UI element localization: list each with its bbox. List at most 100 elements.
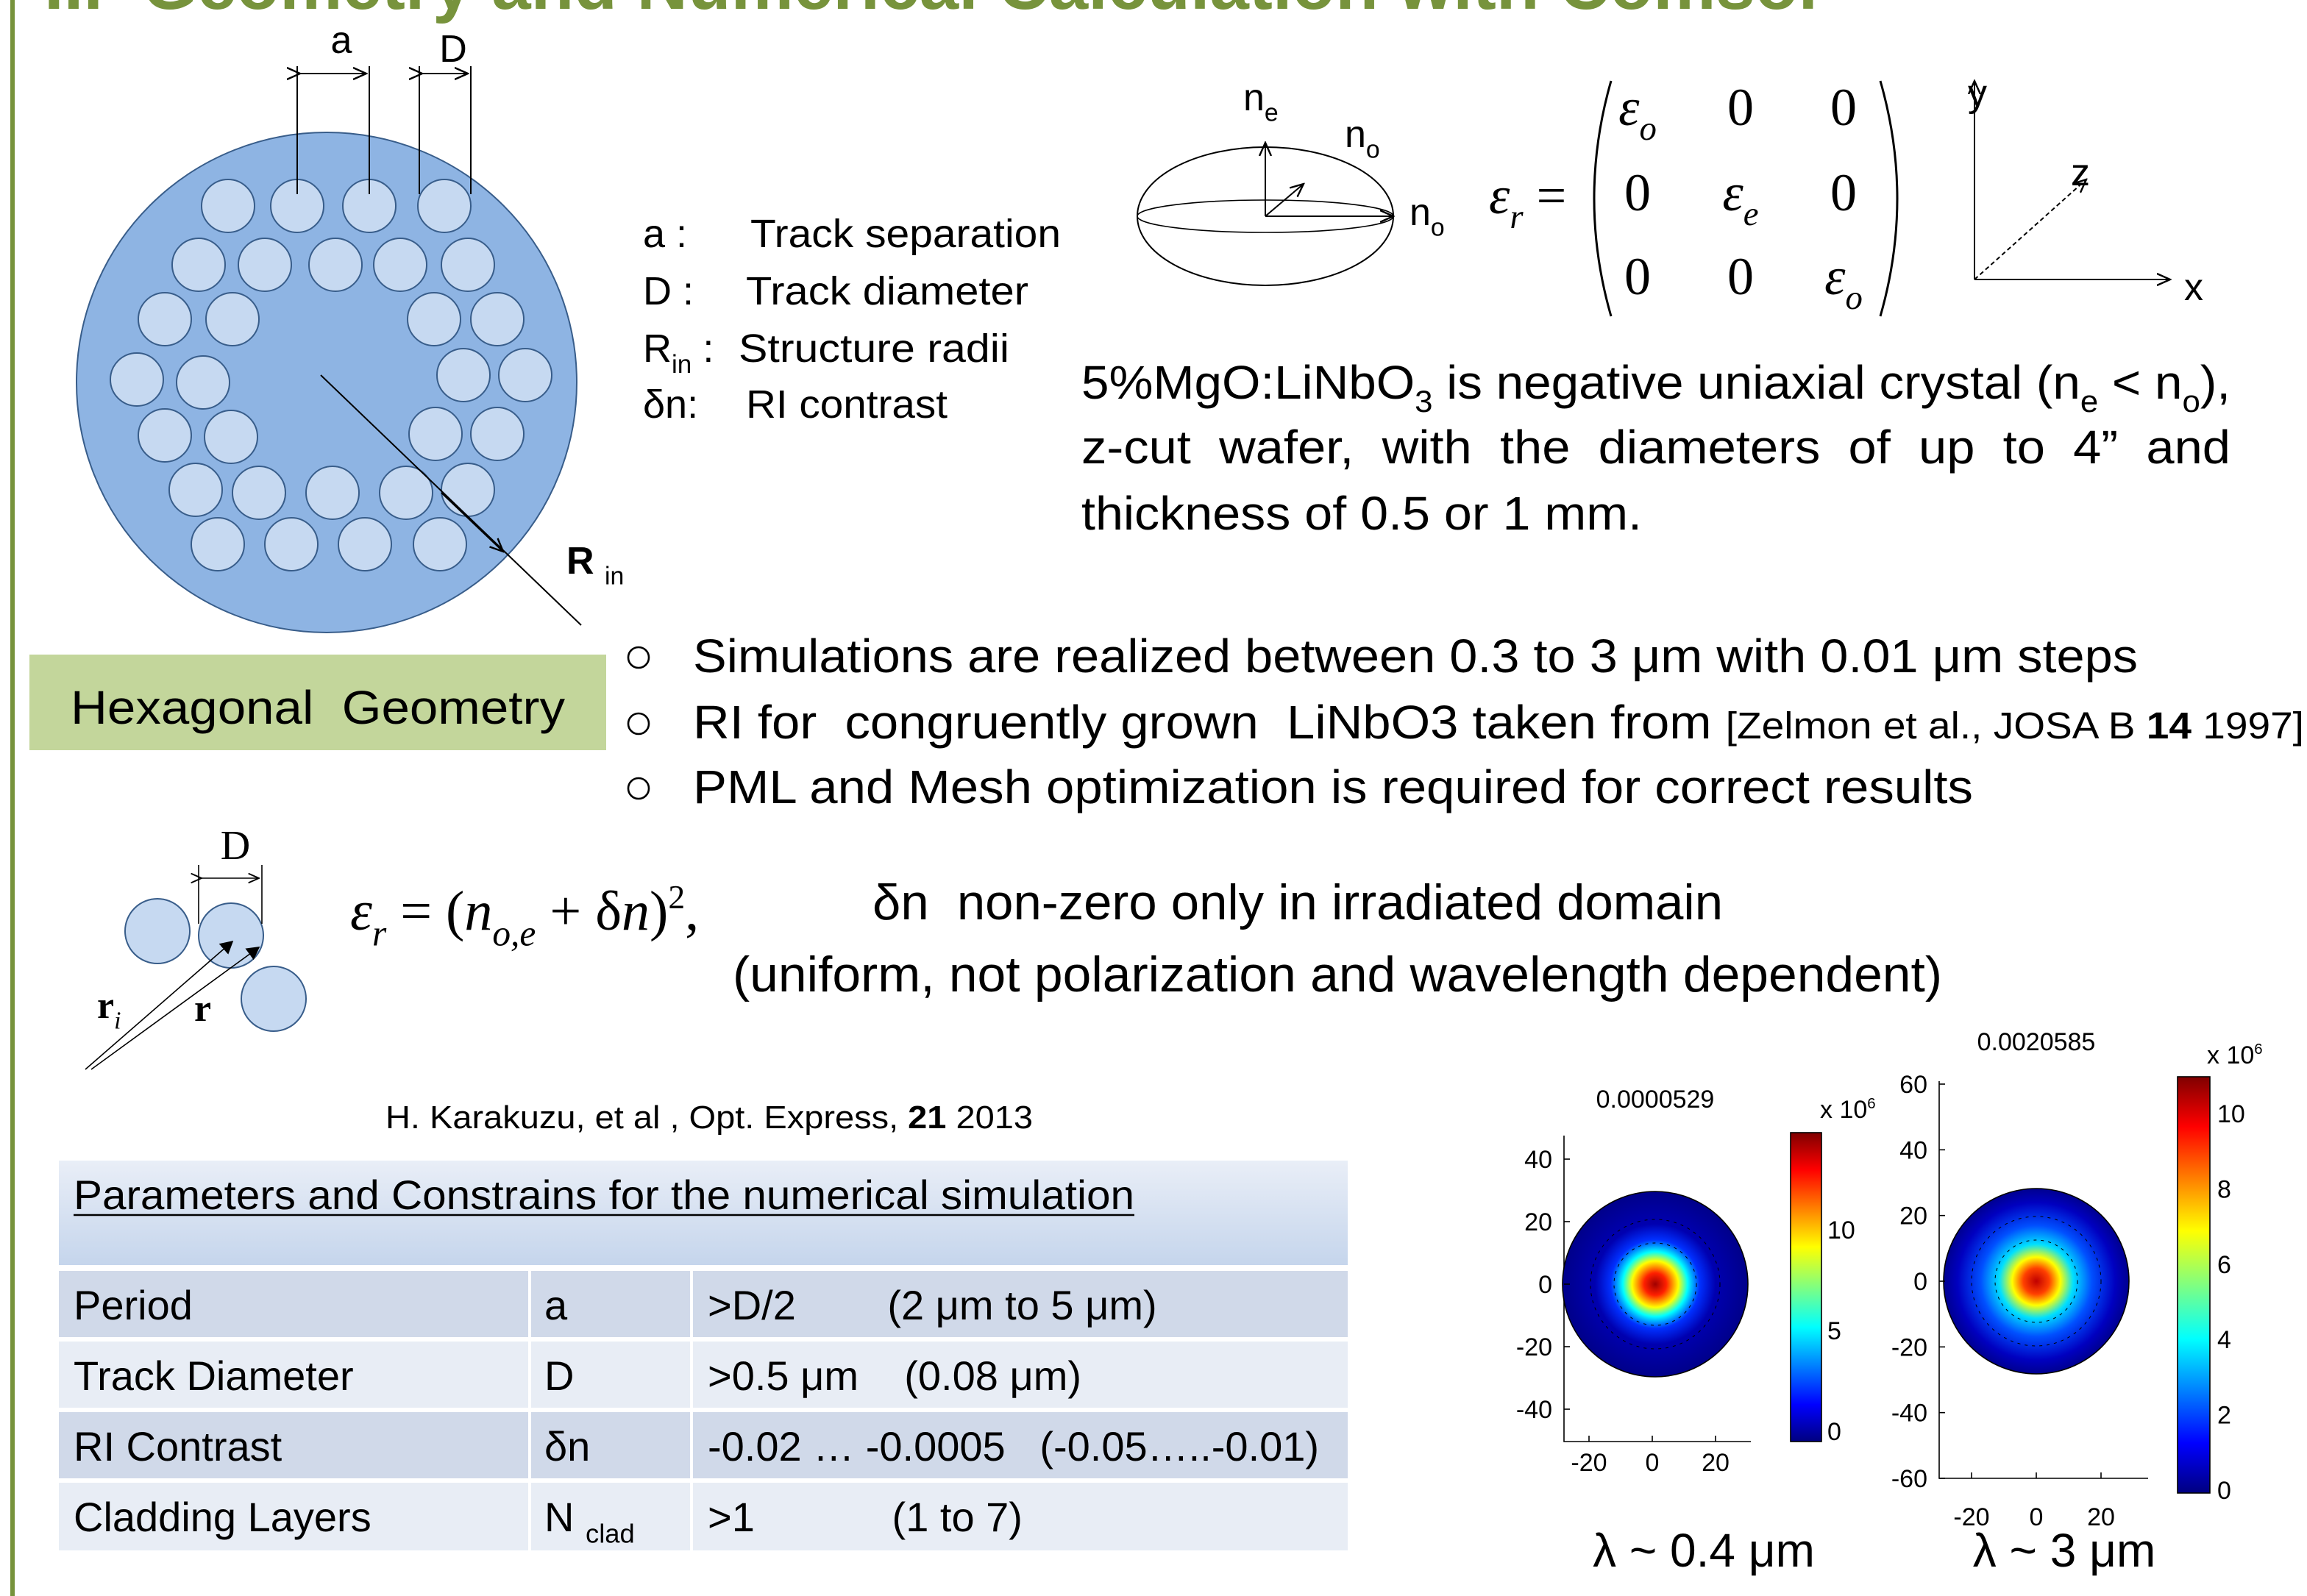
definition-symbol: D : bbox=[643, 269, 694, 313]
text-run: o bbox=[2182, 384, 2200, 418]
text-run: 0 bbox=[1830, 163, 1857, 222]
text-run: ε bbox=[1722, 163, 1743, 222]
track bbox=[418, 179, 471, 232]
text-run: 1997] bbox=[2192, 705, 2304, 747]
y-tick-label: 40 bbox=[1524, 1146, 1552, 1174]
text-run: i bbox=[114, 1008, 121, 1035]
text-run: is negative uniaxial crystal (n bbox=[1433, 356, 2080, 409]
tensor-entry: 0 bbox=[1727, 247, 1754, 306]
table-cell: a bbox=[544, 1282, 568, 1328]
text-run: o bbox=[1431, 214, 1445, 242]
definition-text: RI contrast bbox=[746, 382, 948, 427]
text-run: H. Karakuzu, et al , Opt. Express, bbox=[385, 1100, 908, 1136]
tensor-entry: 0 bbox=[1830, 163, 1857, 222]
y-tick-label: 0 bbox=[1913, 1268, 1927, 1296]
table-cell: Period bbox=[74, 1282, 193, 1328]
colorbar-scale: x 106 bbox=[2207, 1041, 2263, 1069]
text-run: δn bbox=[544, 1423, 590, 1469]
track bbox=[110, 353, 163, 406]
track bbox=[205, 410, 257, 463]
table-cell: Track Diameter bbox=[74, 1353, 354, 1399]
track bbox=[499, 349, 552, 402]
text-run: 0 bbox=[1624, 247, 1651, 306]
table-cell: RI Contrast bbox=[74, 1423, 282, 1469]
text-run: RI Contrast bbox=[74, 1423, 282, 1469]
table-title: Parameters and Constrains for the numeri… bbox=[74, 1172, 1134, 1218]
text-run: 0 bbox=[1727, 247, 1754, 306]
colorbar-tick-label: 10 bbox=[1827, 1216, 1855, 1244]
text-run: n bbox=[1345, 113, 1366, 156]
table-cell: >D/2 (2 μm to 5 μm) bbox=[708, 1282, 1157, 1328]
table-cell: -0.02 … -0.0005 (-0.05…..-0.01) bbox=[708, 1423, 1319, 1469]
text-run: Simulations are realized between 0.3 to … bbox=[693, 630, 2138, 683]
slide: II. Geometry and Numerical Calculation w… bbox=[0, 0, 2307, 1596]
text-run: r bbox=[372, 913, 387, 953]
text-run: 21 bbox=[908, 1100, 946, 1136]
colorbar-tick-label: 10 bbox=[2217, 1100, 2245, 1128]
text-run: a : bbox=[643, 212, 687, 256]
text-run: ) bbox=[650, 880, 668, 942]
text-run: 3 bbox=[1415, 384, 1432, 418]
slide-title: II. Geometry and Numerical Calculation w… bbox=[44, 0, 1818, 24]
note: δn non-zero only in irradiated domain bbox=[872, 874, 1723, 930]
track bbox=[408, 293, 461, 346]
text-run: o bbox=[1366, 136, 1380, 164]
text-run: >0.5 μm (0.08 μm) bbox=[708, 1353, 1081, 1399]
colorbar-tick-label: 6 bbox=[2217, 1251, 2231, 1279]
text-run: r bbox=[1510, 198, 1524, 236]
tensor-entry: 0 bbox=[1624, 163, 1651, 222]
text-run: [Zelmon et al., JOSA B bbox=[1726, 705, 2147, 747]
note: (uniform, not polarization and wavelengt… bbox=[733, 947, 1942, 1002]
track bbox=[441, 463, 494, 516]
text-run: x 10 bbox=[1820, 1096, 1867, 1124]
track bbox=[199, 903, 263, 968]
plot-caption: λ ~ 3 μm bbox=[1973, 1524, 2156, 1577]
text-run: a bbox=[544, 1282, 568, 1328]
text-run: 5%MgO:LiNbO bbox=[1081, 356, 1415, 409]
track bbox=[206, 293, 259, 346]
track bbox=[138, 293, 191, 346]
text-run: r bbox=[194, 988, 211, 1030]
track bbox=[125, 899, 190, 963]
table-cell: Cladding Layers bbox=[74, 1494, 372, 1540]
text-run: N bbox=[544, 1494, 586, 1540]
track bbox=[413, 518, 466, 571]
dimension-label: a bbox=[331, 19, 352, 62]
text-run: >1 (1 to 7) bbox=[708, 1494, 1023, 1540]
y-tick-label: -20 bbox=[1516, 1333, 1552, 1361]
text-run: Period bbox=[74, 1282, 193, 1328]
left-border bbox=[10, 0, 15, 1596]
text-run: in bbox=[605, 563, 624, 591]
track bbox=[191, 518, 244, 571]
axis-label: z bbox=[2071, 152, 2090, 194]
text-run: 6 bbox=[1867, 1096, 1875, 1112]
text-run: 2 bbox=[668, 878, 685, 916]
track bbox=[241, 966, 306, 1031]
text-run: 0 bbox=[1727, 78, 1754, 137]
text-run: + δ bbox=[536, 880, 622, 942]
text-run: thickness of 0.5 or 1 mm. bbox=[1081, 487, 1642, 540]
track bbox=[441, 238, 494, 291]
text-run: D bbox=[544, 1353, 574, 1399]
text-run: o bbox=[1845, 279, 1862, 317]
text-run: e bbox=[2080, 384, 2098, 418]
text-run: R bbox=[643, 327, 672, 371]
text-run: = ( bbox=[386, 880, 464, 942]
x-tick-label: 20 bbox=[1702, 1449, 1730, 1477]
colorbar-tick-label: 0 bbox=[2217, 1477, 2231, 1505]
x-tick-label: -20 bbox=[1571, 1449, 1607, 1477]
track bbox=[409, 407, 462, 460]
text-run: 2013 bbox=[946, 1100, 1033, 1136]
track bbox=[265, 518, 318, 571]
y-tick-label: -60 bbox=[1891, 1465, 1927, 1493]
plot-title: 0.0020585 bbox=[1977, 1028, 2096, 1056]
tensor-entry: 0 bbox=[1624, 247, 1651, 306]
text-run: R bbox=[566, 540, 594, 583]
definition-symbol: a : bbox=[643, 212, 687, 256]
table-cell: D bbox=[544, 1353, 574, 1399]
text-run: ), bbox=[2200, 356, 2230, 409]
text-run: = bbox=[1524, 166, 1567, 225]
tensor-entry: 0 bbox=[1830, 78, 1857, 137]
text-run: o,e bbox=[492, 913, 536, 953]
text-run: x 10 bbox=[2207, 1041, 2254, 1069]
